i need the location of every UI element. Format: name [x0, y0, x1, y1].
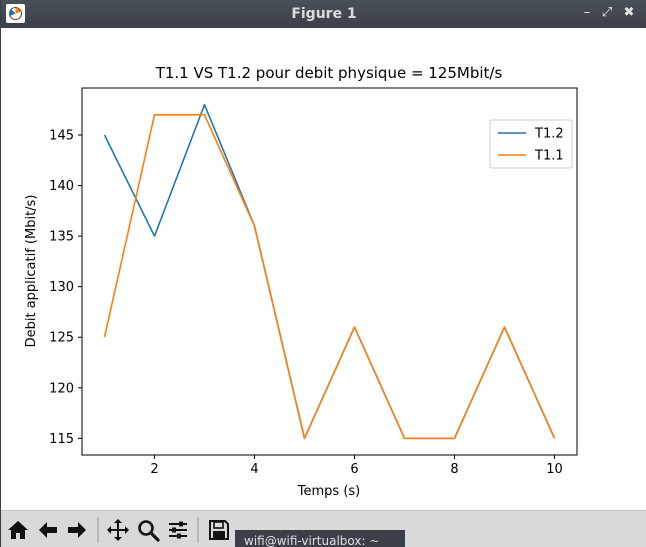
- legend-label: T1.1: [534, 149, 564, 164]
- y-tick-label: 120: [49, 381, 74, 396]
- taskbar-terminal-tab[interactable]: wifi@wifi-virtualbox: ~: [235, 530, 405, 547]
- x-tick-label: 6: [350, 462, 358, 477]
- axes: 2 4 6 8 10 115 120 125 130 135 140 145: [49, 129, 563, 477]
- app-icon: [6, 4, 25, 23]
- legend-box: [489, 119, 573, 169]
- figure-canvas[interactable]: T1.1 VS T1.2 pour debit physique = 125Mb…: [2, 28, 646, 510]
- series-line-T1-2: [103, 103, 556, 440]
- y-tick-label: 135: [49, 230, 74, 245]
- title-bar[interactable]: Figure 1 – ⤢ ✖: [1, 0, 646, 28]
- toolbar-separator: [97, 517, 99, 543]
- y-tick-label: 140: [49, 179, 74, 194]
- series-line-T1-1: [103, 114, 556, 440]
- zoom-icon[interactable]: [135, 517, 161, 543]
- toolbar-separator: [197, 517, 199, 543]
- home-icon[interactable]: [5, 517, 31, 543]
- y-tick-label: 145: [49, 129, 74, 144]
- line-chart: T1.1 VS T1.2 pour debit physique = 125Mb…: [24, 64, 578, 499]
- subplots-configure-icon[interactable]: [165, 517, 191, 543]
- close-icon[interactable]: ✖: [623, 5, 635, 20]
- x-tick-label: 2: [150, 462, 158, 477]
- x-axis-label: Temps (s): [297, 484, 360, 499]
- window-title: Figure 1: [291, 6, 357, 22]
- legend-label: T1.2: [534, 127, 564, 142]
- y-tick-label: 130: [49, 280, 74, 295]
- forward-arrow-icon[interactable]: [64, 517, 90, 543]
- y-axis-label: Debit applicatif (Mbit/s): [24, 195, 39, 348]
- x-tick-label: 10: [546, 462, 563, 477]
- series-lines: [103, 103, 556, 440]
- x-tick-label: 8: [450, 462, 458, 477]
- chart-title: T1.1 VS T1.2 pour debit physique = 125Mb…: [155, 64, 503, 82]
- y-tick-label: 125: [49, 331, 74, 346]
- x-tick-label: 4: [250, 462, 258, 477]
- minimize-icon[interactable]: –: [583, 5, 591, 20]
- save-icon[interactable]: [206, 517, 232, 543]
- y-tick-label: 115: [49, 432, 74, 447]
- legend: T1.2 T1.1: [489, 119, 573, 169]
- back-arrow-icon[interactable]: [35, 517, 61, 543]
- restore-icon[interactable]: ⤢: [601, 5, 613, 20]
- pan-icon[interactable]: [105, 517, 131, 543]
- plot-frame: [81, 87, 578, 456]
